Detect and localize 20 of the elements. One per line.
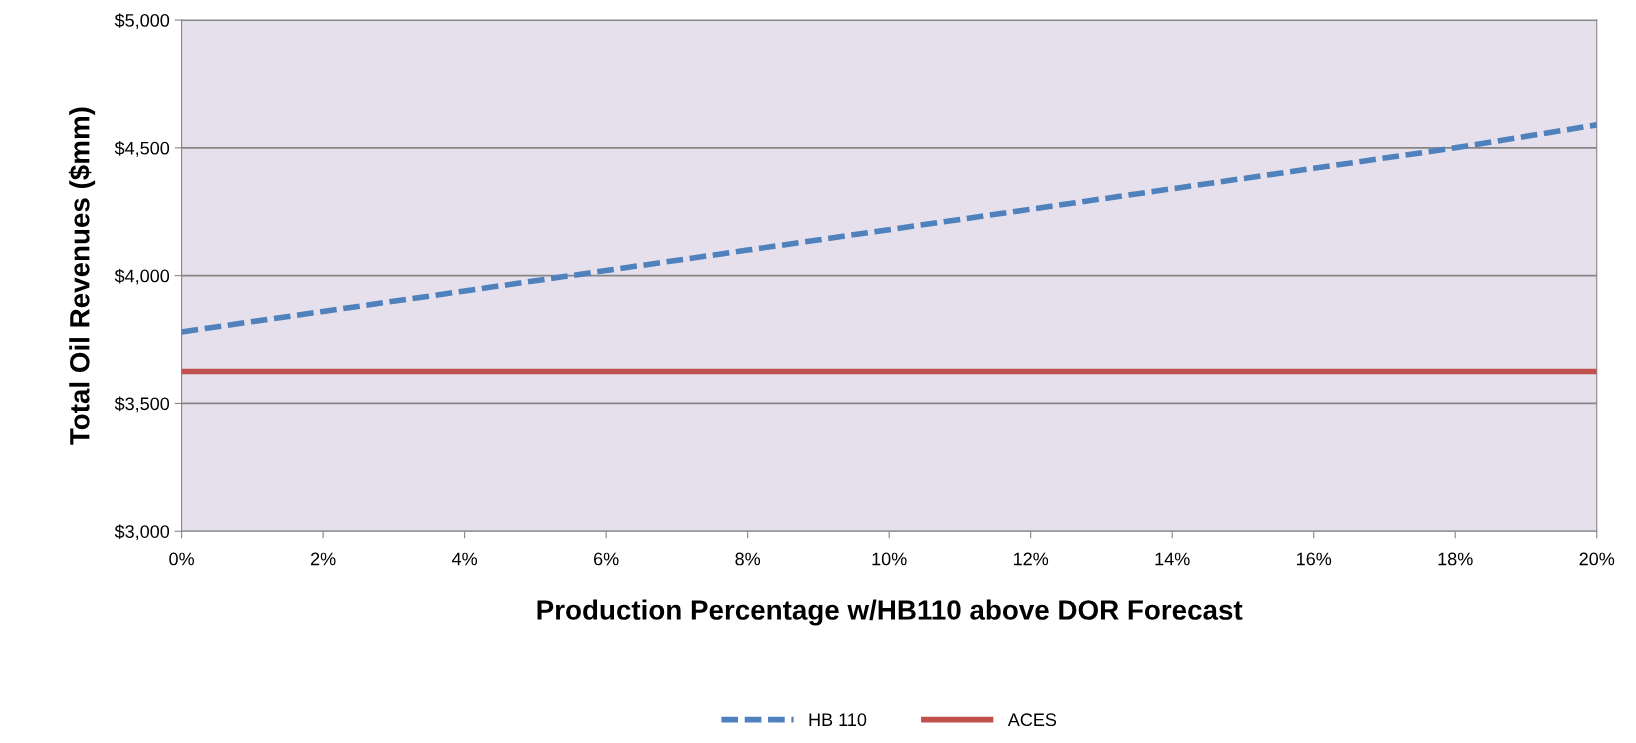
x-tick-label: 16% bbox=[1297, 552, 1332, 566]
y-tick-label: $5,000 bbox=[114, 13, 170, 29]
x-tick-label: 6% bbox=[594, 552, 619, 566]
x-tick-label: 2% bbox=[310, 552, 336, 566]
y-tick-label: $3,500 bbox=[114, 396, 170, 413]
x-axis-title: Production Percentage w/HB110 above DOR Forecast bbox=[537, 599, 1243, 626]
x-tick-label: 20% bbox=[1579, 552, 1615, 566]
x-tick-label: 4% bbox=[451, 552, 478, 566]
y-tick-label: $3,000 bbox=[114, 524, 170, 541]
legend-label: HB 110 bbox=[809, 713, 867, 727]
x-tick-label: 10% bbox=[872, 552, 907, 566]
legend-label: ACES bbox=[1007, 713, 1057, 727]
y-axis-title: Total Oil Revenues ($mm) bbox=[68, 107, 96, 445]
x-tick-label: 0% bbox=[169, 552, 194, 566]
x-tick-label: 8% bbox=[735, 552, 761, 566]
y-tick-label: $4,500 bbox=[114, 141, 170, 157]
y-tick-label: $4,000 bbox=[114, 268, 170, 285]
x-tick-label: 12% bbox=[1013, 552, 1049, 566]
x-tick-label: 14% bbox=[1155, 552, 1190, 566]
x-tick-label: 18% bbox=[1438, 552, 1473, 566]
